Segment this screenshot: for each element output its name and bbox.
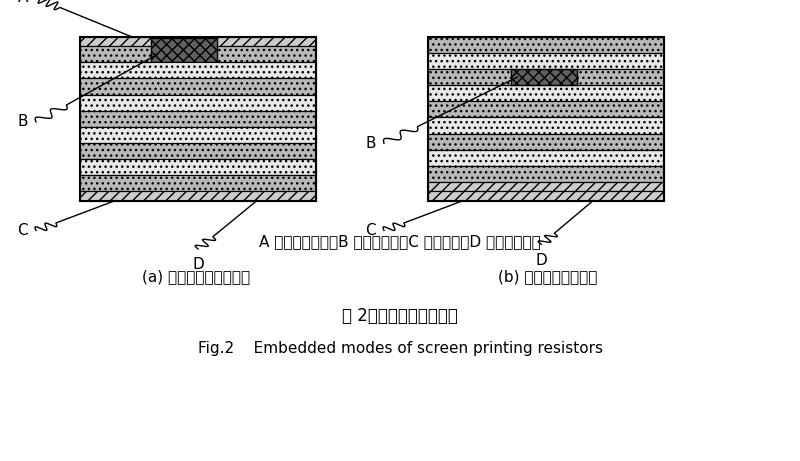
Bar	[428, 85, 664, 101]
Bar	[428, 37, 664, 53]
Bar	[80, 111, 316, 127]
Text: C: C	[366, 223, 376, 238]
Text: A: A	[18, 0, 28, 5]
Text: Fig.2    Embedded modes of screen printing resistors: Fig.2 Embedded modes of screen printing …	[198, 341, 602, 355]
Bar	[510, 69, 577, 85]
Bar	[80, 46, 151, 62]
Bar	[80, 175, 316, 191]
Bar	[428, 101, 664, 118]
Bar	[217, 37, 316, 46]
Text: B: B	[18, 114, 28, 130]
Text: A 为阻焊油墨层；B 为网印电阵；C 为介质层；D 为铜面图形层: A 为阻焊油墨层；B 为网印电阵；C 为介质层；D 为铜面图形层	[259, 235, 541, 249]
Text: C: C	[18, 223, 28, 238]
Bar	[428, 37, 664, 201]
Bar	[80, 37, 151, 46]
Text: 图 2　网印电阵内埋方式: 图 2 网印电阵内埋方式	[342, 307, 458, 325]
Bar	[80, 78, 316, 95]
Bar	[80, 37, 316, 201]
Bar	[428, 118, 664, 134]
Bar	[217, 46, 316, 62]
Text: D: D	[192, 257, 204, 272]
Text: (b) 内层板芯内埋电阵: (b) 内层板芯内埋电阵	[498, 269, 598, 284]
Bar	[80, 191, 316, 201]
Bar	[80, 159, 316, 175]
Bar	[577, 69, 664, 85]
Bar	[151, 38, 217, 62]
Text: B: B	[366, 136, 376, 151]
Bar	[428, 150, 664, 166]
Text: (a) 外层电路板内埋电阵: (a) 外层电路板内埋电阵	[142, 269, 250, 284]
Bar	[80, 62, 316, 78]
Bar	[80, 95, 316, 111]
Bar	[428, 134, 664, 150]
Bar	[80, 143, 316, 159]
Text: D: D	[535, 253, 547, 268]
Bar	[428, 53, 664, 69]
Bar	[428, 166, 664, 182]
Bar	[428, 69, 510, 85]
Bar	[428, 191, 664, 201]
Bar	[428, 182, 664, 191]
Bar	[80, 127, 316, 143]
